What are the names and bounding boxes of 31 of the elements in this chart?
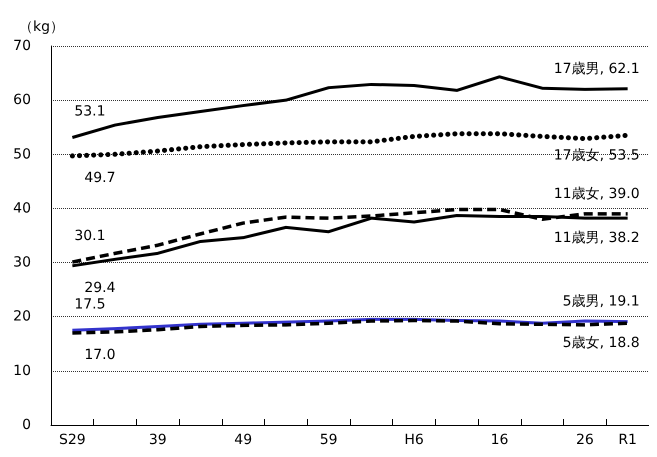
data-label: 5歳女, 18.8 [562, 335, 640, 352]
y-tick-label: 0 [22, 417, 31, 433]
y-tick-label: 10 [13, 362, 31, 379]
y-axis-title: （kg） [19, 19, 64, 35]
line-series [70, 75, 630, 139]
y-tick-label: 40 [13, 200, 31, 216]
data-label: 11歳男, 38.2 [554, 230, 640, 246]
line-series [70, 318, 630, 335]
data-label: 29.4 [84, 280, 116, 296]
y-tick-label: 20 [13, 308, 31, 325]
data-label: 17.5 [74, 296, 106, 312]
y-tick-label: 30 [13, 254, 31, 271]
x-tick-label: 49 [234, 432, 252, 448]
x-tick-label: 59 [320, 432, 338, 448]
x-tick-label: H6 [404, 432, 424, 448]
x-tick-label: R1 [618, 432, 637, 448]
x-tick-label: 16 [490, 432, 508, 448]
data-label: 30.1 [74, 228, 106, 244]
y-tick-label: 50 [13, 146, 31, 162]
data-label: 11歳女, 39.0 [554, 186, 640, 202]
x-tick-label: 39 [148, 432, 167, 448]
data-label: 17歳男, 62.1 [554, 60, 640, 77]
data-label: 5歳男, 19.1 [562, 294, 640, 310]
data-label: 49.7 [84, 170, 116, 186]
data-label: 17.0 [84, 346, 116, 363]
y-tick-label: 70 [13, 38, 31, 54]
y-tick-label: 60 [13, 92, 31, 108]
data-label: 53.1 [74, 104, 106, 120]
x-tick-label: 26 [576, 432, 594, 448]
data-label: 17歳女, 53.5 [554, 147, 640, 164]
x-tick-label: S29 [59, 432, 86, 448]
